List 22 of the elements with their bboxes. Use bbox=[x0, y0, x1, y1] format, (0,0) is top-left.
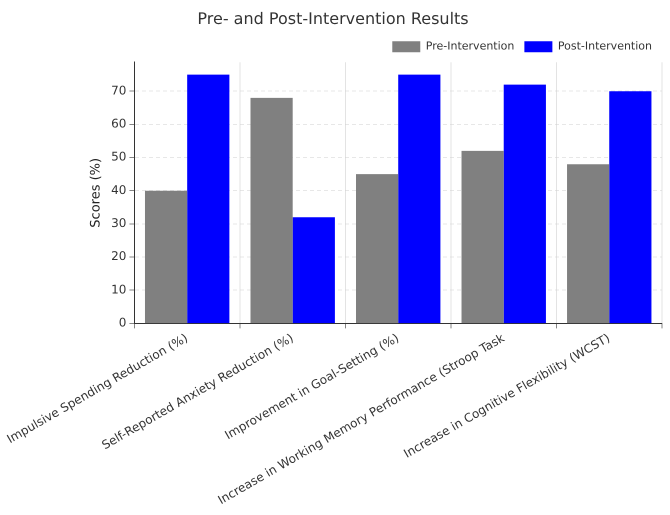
bar bbox=[398, 74, 440, 324]
y-tick-label: 30 bbox=[111, 216, 126, 230]
legend-label: Post-Intervention bbox=[558, 40, 652, 53]
y-tick-label: 70 bbox=[111, 83, 126, 98]
bar bbox=[144, 190, 188, 324]
y-tick-label: 40 bbox=[111, 182, 126, 197]
y-tick-label: 20 bbox=[111, 249, 126, 264]
y-tick-label: 10 bbox=[111, 282, 126, 296]
chart-title: Pre- and Post-Intervention Results bbox=[197, 8, 469, 28]
y-tick-label: 50 bbox=[111, 150, 126, 164]
bar bbox=[356, 174, 398, 324]
bar bbox=[462, 150, 504, 324]
legend-label: Pre-Intervention bbox=[426, 40, 514, 53]
y-axis-title: Scores (%) bbox=[88, 158, 104, 228]
bar bbox=[609, 91, 652, 324]
bar bbox=[292, 217, 335, 324]
y-tick-label: 0 bbox=[118, 316, 126, 330]
y-tick-label: 60 bbox=[111, 116, 126, 131]
bar bbox=[567, 164, 610, 324]
bar bbox=[504, 84, 546, 324]
bar bbox=[250, 98, 293, 324]
bar bbox=[187, 74, 230, 324]
